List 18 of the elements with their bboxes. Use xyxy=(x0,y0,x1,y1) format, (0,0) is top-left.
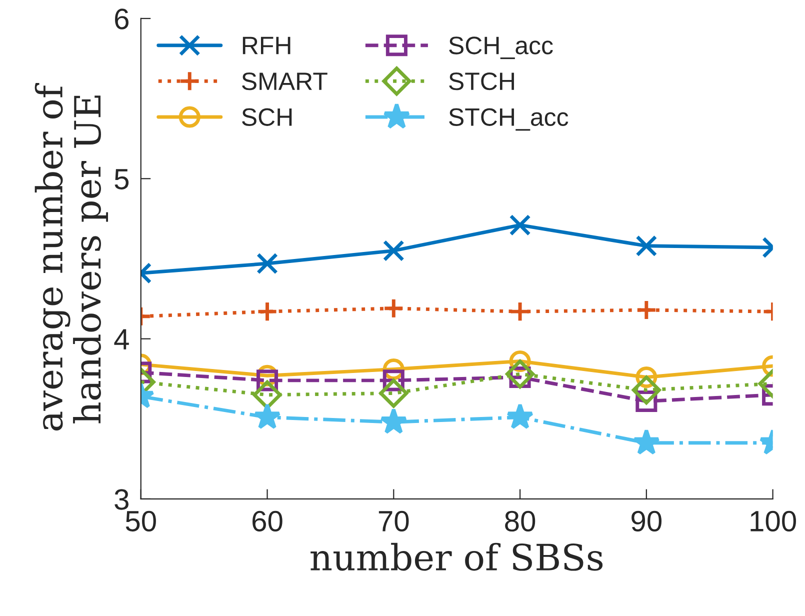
legend-label: STCH xyxy=(449,72,514,90)
legend-label: STCH_acc xyxy=(449,108,568,131)
y-tick-label: 3 xyxy=(114,489,128,510)
x-tick-label: 60 xyxy=(252,510,282,532)
y-tick-label: 5 xyxy=(114,169,129,190)
x-tick-label: 80 xyxy=(505,510,536,532)
x-axis-title: number of SBSs xyxy=(310,542,603,571)
legend-label: SCH xyxy=(242,108,292,126)
legend-label: RFH xyxy=(242,36,290,54)
legend-label: SMART xyxy=(242,72,328,90)
y-tick-label: 4 xyxy=(114,329,129,350)
legend-label: SCH_acc xyxy=(449,36,553,60)
y-axis-title: average number of handovers per UE xyxy=(34,82,108,430)
x-tick-label: 50 xyxy=(126,510,156,532)
x-tick-label: 90 xyxy=(632,510,662,532)
x-tick-label: 100 xyxy=(750,510,796,532)
x-tick-label: 70 xyxy=(378,510,409,532)
y-tick-label: 6 xyxy=(115,8,128,30)
